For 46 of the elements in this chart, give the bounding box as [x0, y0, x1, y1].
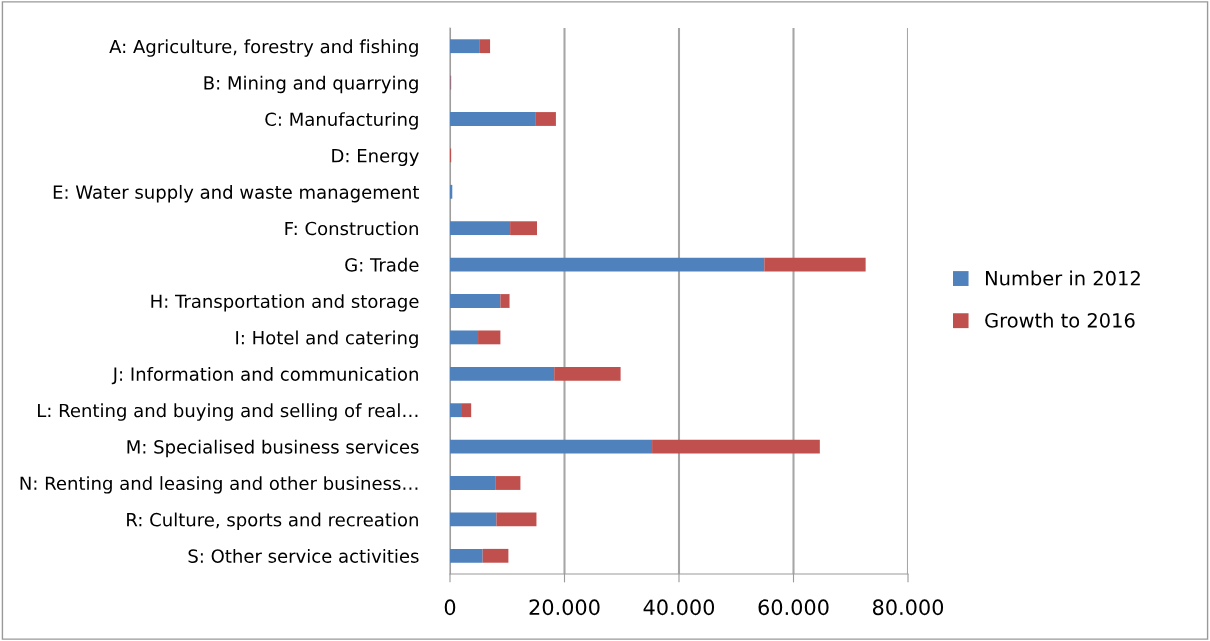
y-tick-label: E: Water supply and waste management	[53, 184, 420, 203]
bar	[482, 548, 509, 563]
y-tick-label: L: Renting and buying and selling of real…	[38, 403, 418, 421]
bar	[450, 112, 536, 126]
bar	[495, 476, 521, 490]
x-tick-label: 60.000	[758, 599, 829, 616]
y-tick-label: F: Construction	[285, 221, 418, 236]
x-tick-label: 40.000	[643, 599, 715, 616]
bar	[764, 257, 866, 272]
bar	[652, 439, 820, 454]
y-tick-label: M: Specialised business services	[127, 439, 419, 458]
bar	[496, 512, 537, 527]
bar	[450, 330, 479, 345]
bar	[554, 366, 621, 381]
bar	[450, 403, 463, 418]
x-tick-label: 0	[444, 599, 456, 616]
y-tick-label: J: Information and communication	[111, 366, 418, 385]
y-tick-label: N: Renting and leasing and other business…	[20, 476, 418, 494]
y-tick-label: B: Mining and quarrying	[204, 75, 418, 94]
y-tick-label: H: Transportation and storage	[151, 294, 419, 312]
y-tick-label: G: Trade	[345, 257, 419, 272]
bar	[500, 294, 510, 308]
legend-label: Number in 2012	[986, 270, 1140, 286]
y-tick-label: A: Agriculture, forestry and fishing	[109, 39, 418, 57]
bar	[479, 39, 491, 54]
bar	[450, 476, 496, 490]
bar	[510, 221, 538, 236]
bar	[450, 257, 765, 272]
bar	[535, 112, 556, 126]
bar	[450, 294, 501, 308]
bar	[462, 403, 472, 418]
bar	[450, 512, 497, 527]
bar	[450, 221, 511, 236]
bar	[450, 39, 480, 54]
legend-label: Growth to 2016	[985, 312, 1135, 328]
y-tick-label: D: Energy	[332, 149, 419, 167]
y-tick-label: C: Manufacturing	[265, 112, 418, 130]
x-tick-label: 20.000	[529, 599, 600, 616]
bar	[478, 330, 501, 345]
bar	[450, 366, 555, 381]
bar	[450, 439, 653, 454]
y-tick-label: I: Hotel and catering	[236, 330, 418, 349]
y-tick-label: S: Other service activities	[188, 548, 419, 563]
x-tick-label: 80.000	[872, 599, 944, 616]
y-tick-label: R: Culture, sports and recreation	[127, 512, 418, 531]
bar	[450, 548, 483, 563]
